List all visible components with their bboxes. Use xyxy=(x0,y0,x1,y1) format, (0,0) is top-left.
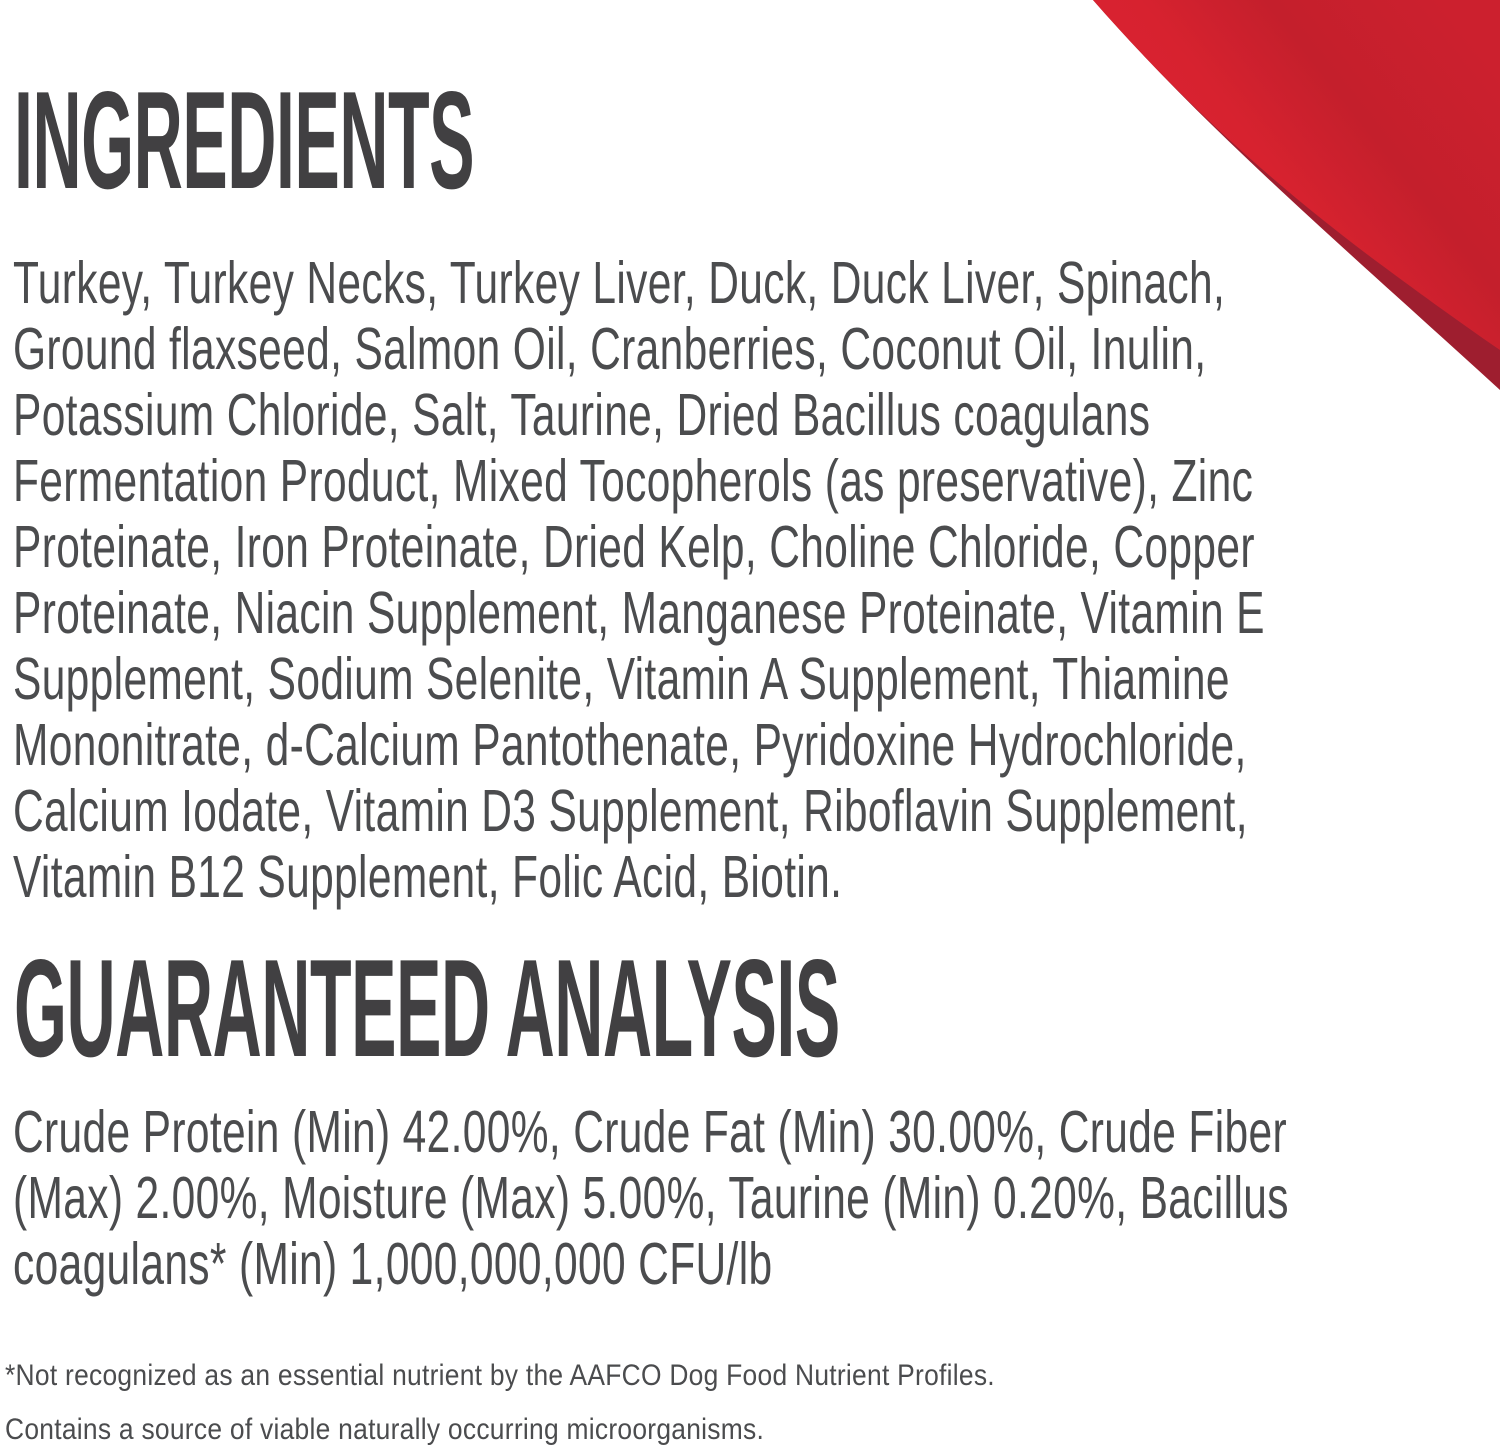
ingredients-text: Turkey, Turkey Necks, Turkey Liver, Duck… xyxy=(13,250,1265,910)
ingredients-heading: INGREDIENTS xyxy=(14,63,475,218)
aafco-footnote: *Not recognized as an essential nutrient… xyxy=(5,1359,995,1392)
guaranteed-analysis-heading: GUARANTEED ANALYSIS xyxy=(14,931,840,1086)
guaranteed-analysis-text: Crude Protein (Min) 42.00%, Crude Fat (M… xyxy=(13,1099,1289,1297)
microorganisms-footnote: Contains a source of viable naturally oc… xyxy=(5,1413,765,1446)
